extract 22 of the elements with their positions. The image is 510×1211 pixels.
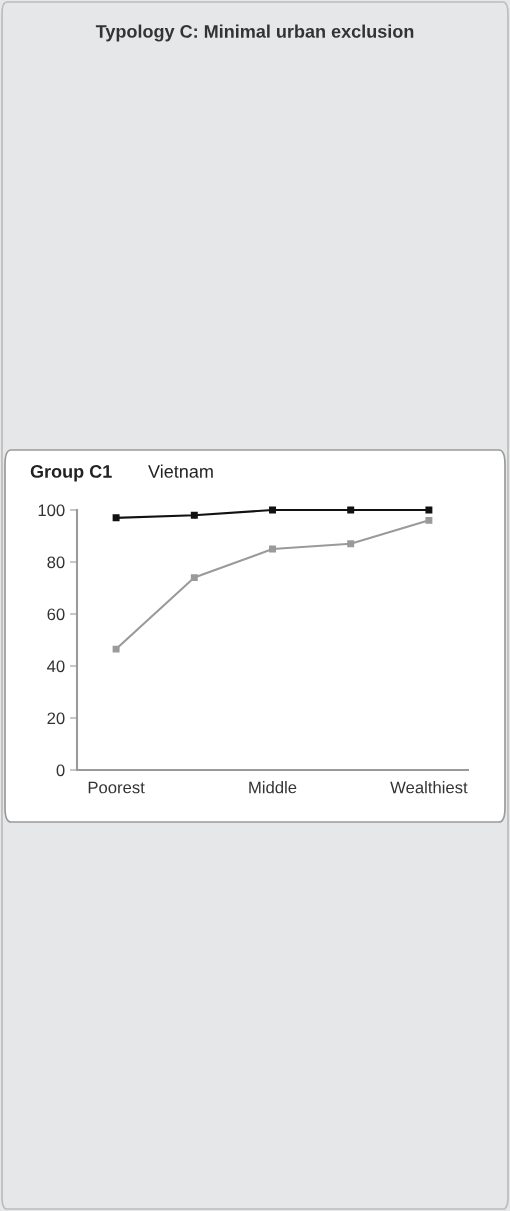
x-tick-label: Poorest: [88, 781, 145, 794]
y-tick-label: 20: [47, 712, 65, 725]
point: [347, 540, 355, 548]
point: [425, 506, 433, 514]
point: [347, 506, 355, 514]
y-tick-label: 0: [56, 764, 65, 777]
point: [190, 511, 198, 519]
point: [425, 516, 433, 524]
text: Vietnam: [148, 464, 213, 478]
y-tick-label: 60: [47, 608, 65, 621]
y-tick-label: 40: [47, 660, 65, 673]
y-tick-label: 80: [47, 556, 65, 569]
point: [269, 506, 276, 514]
y-tick-label: 100: [38, 504, 65, 517]
chart-subtitle: Group C1: [30, 465, 112, 482]
point: [269, 545, 276, 553]
x-tick-label: Wealthiest: [390, 781, 468, 794]
chart-title: Typology C: Minimal urban exclusion: [95, 24, 414, 42]
point: [112, 514, 120, 522]
point: [190, 574, 198, 582]
x-tick-label: Middle: [249, 781, 297, 794]
point: [112, 645, 120, 653]
